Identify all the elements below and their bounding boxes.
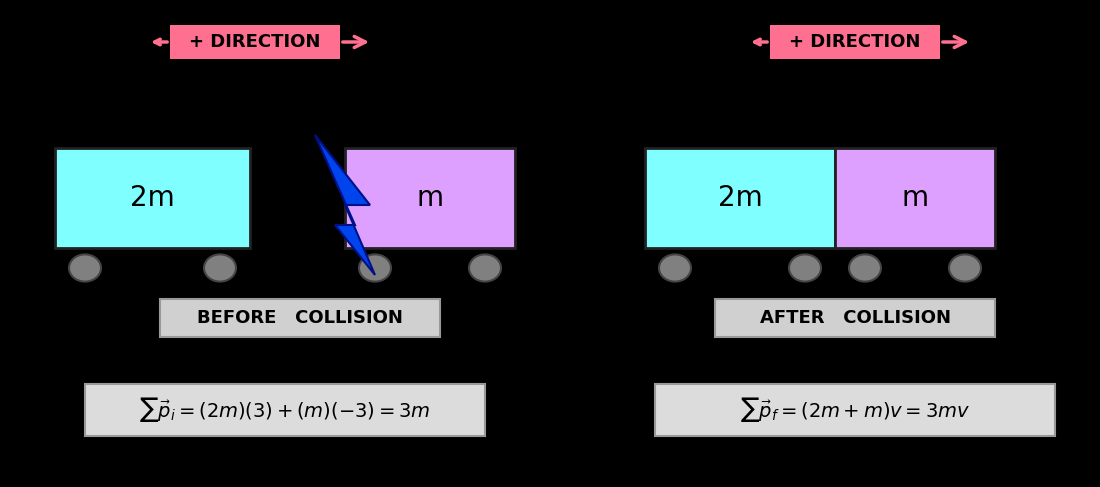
Bar — [835, 148, 996, 248]
Ellipse shape — [469, 254, 500, 281]
Ellipse shape — [789, 254, 821, 281]
Text: + DIRECTION: + DIRECTION — [790, 33, 921, 51]
Text: $\sum \vec{p}_i = (2m)(3) + (m)(-3) = 3m$: $\sum \vec{p}_i = (2m)(3) + (m)(-3) = 3m… — [140, 395, 430, 425]
Ellipse shape — [949, 254, 981, 281]
Text: 2m: 2m — [717, 184, 762, 212]
Text: AFTER   COLLISION: AFTER COLLISION — [759, 309, 950, 327]
Text: BEFORE   COLLISION: BEFORE COLLISION — [197, 309, 403, 327]
Text: + DIRECTION: + DIRECTION — [189, 33, 321, 51]
Text: m: m — [901, 184, 928, 212]
Bar — [654, 384, 1055, 436]
Bar — [645, 148, 835, 248]
Bar — [715, 299, 996, 337]
Ellipse shape — [69, 254, 101, 281]
Polygon shape — [315, 135, 375, 275]
Ellipse shape — [204, 254, 236, 281]
Bar — [55, 148, 250, 248]
Bar — [85, 384, 485, 436]
Text: v: v — [673, 192, 697, 234]
Text: m: m — [417, 184, 443, 212]
Ellipse shape — [849, 254, 881, 281]
Bar — [160, 299, 440, 337]
Text: $\sum \vec{p}_f = (2m + m)v = 3mv$: $\sum \vec{p}_f = (2m + m)v = 3mv$ — [740, 395, 970, 425]
Bar — [770, 25, 940, 59]
Ellipse shape — [659, 254, 691, 281]
Bar — [170, 25, 340, 59]
Text: 2m: 2m — [130, 184, 175, 212]
Bar — [345, 148, 515, 248]
Ellipse shape — [359, 254, 390, 281]
